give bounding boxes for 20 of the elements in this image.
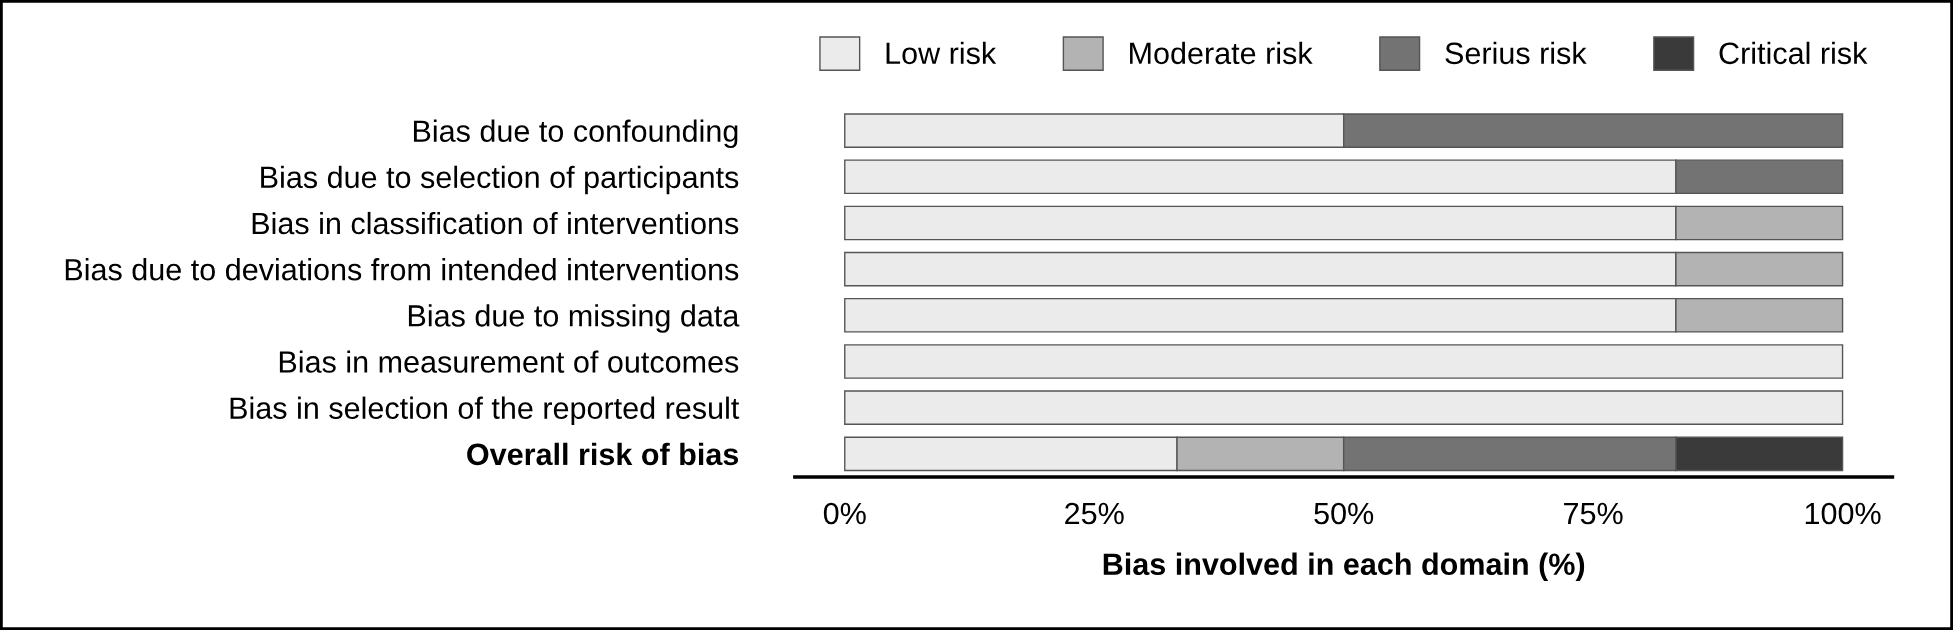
y-tick-label: Bias due to deviations from intended interventions [65, 258, 739, 281]
bar [844, 390, 1844, 425]
x-tick-label: 100% [1805, 502, 1881, 525]
legend-label: Moderate risk [1130, 41, 1313, 65]
x-tick-label: 25% [1065, 502, 1124, 525]
y-tick-label: Bias due to selection of participants [261, 165, 739, 195]
y-tick-label: Bias due to missing data [408, 304, 740, 333]
y-tick-label: Bias in measurement of outcomes [279, 350, 739, 373]
legend-label: Serius risk [1445, 41, 1587, 65]
y-tick-label: Bias in classification of interventions [252, 211, 739, 235]
x-axis-title: Bias involved in each domain (%) [1103, 552, 1585, 582]
y-tick-label: Bias in selection of the reported result [230, 396, 740, 426]
x-tick-label: 50% [1314, 502, 1374, 525]
bar [844, 344, 1844, 379]
x-tick-label: 0% [823, 502, 866, 525]
legend-label: Critical risk [1719, 41, 1868, 65]
legend-label: Low risk [886, 41, 997, 65]
y-tick-label: Overall risk of bias [467, 442, 739, 466]
x-tick-label: 75% [1564, 502, 1623, 525]
y-tick-label: Bias due to confounding [413, 119, 738, 149]
